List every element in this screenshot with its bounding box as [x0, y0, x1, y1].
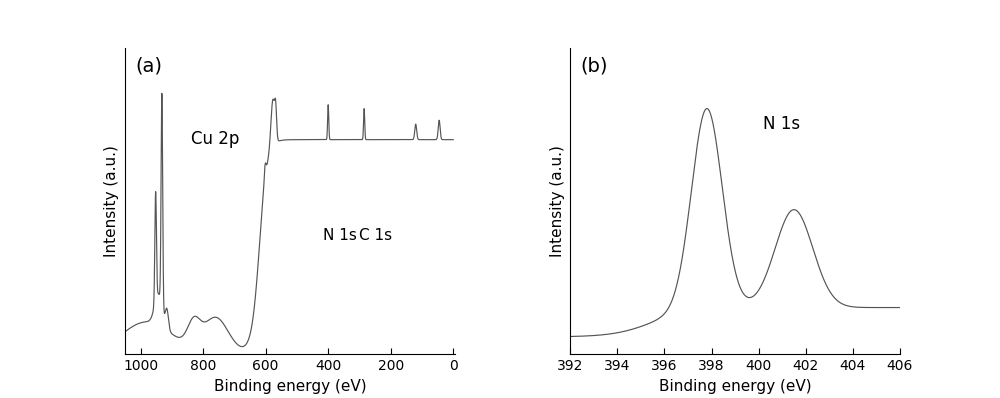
Text: Cu 2p: Cu 2p — [191, 130, 239, 148]
Text: N 1s: N 1s — [763, 115, 800, 133]
X-axis label: Binding energy (eV): Binding energy (eV) — [659, 378, 811, 394]
Text: (a): (a) — [135, 57, 162, 76]
Text: C 1s: C 1s — [359, 228, 393, 243]
Text: N 1s: N 1s — [323, 228, 357, 243]
Y-axis label: Intensity (a.u.): Intensity (a.u.) — [550, 145, 565, 257]
X-axis label: Binding energy (eV): Binding energy (eV) — [214, 378, 366, 394]
Y-axis label: Intensity (a.u.): Intensity (a.u.) — [104, 145, 119, 257]
Text: (b): (b) — [580, 57, 608, 76]
